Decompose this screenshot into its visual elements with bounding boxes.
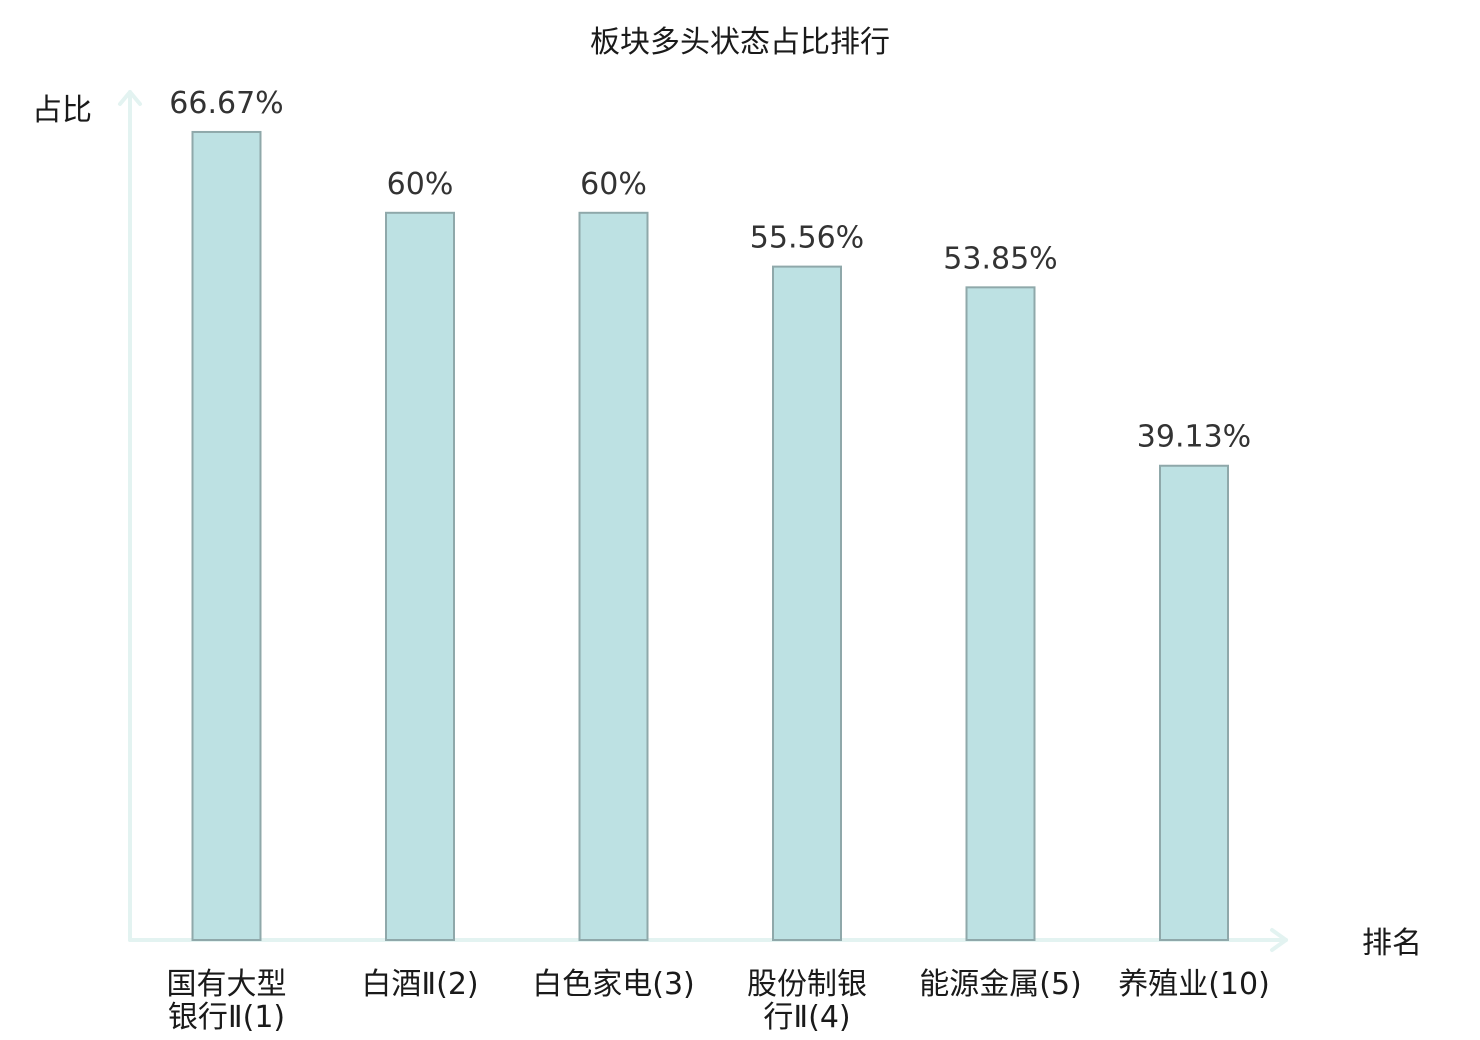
x-tick-label: 白色家电(3) [532, 967, 695, 1002]
bar [578, 211, 649, 942]
data-label: 60% [580, 167, 647, 202]
bar [191, 130, 262, 941]
bar-series [191, 130, 1229, 942]
x-axis-label: 排名 [1362, 926, 1422, 961]
data-label: 66.67% [169, 86, 283, 121]
bar [385, 211, 455, 942]
chart-title: 板块多头状态占比排行 [590, 25, 890, 60]
data-label: 55.56% [750, 221, 864, 256]
data-label: 39.13% [1137, 420, 1251, 455]
y-axis-arrow-icon [118, 90, 142, 106]
x-tick-label: 能源金属(5) [919, 967, 1082, 1002]
bar [772, 265, 842, 941]
y-axis-label: 占比 [32, 93, 92, 128]
data-labels: 66.67% 60% 60% 55.56% 53.85% 39.13% [169, 86, 1251, 455]
x-tick-label: 白酒Ⅱ(2) [361, 967, 478, 1002]
data-label: 60% [387, 167, 454, 202]
x-tick-label: 国有大型银行Ⅱ(1) [167, 967, 287, 1035]
bar [1159, 464, 1229, 941]
data-label: 53.85% [943, 241, 1057, 276]
x-tick-label: 股份制银行Ⅱ(4) [747, 967, 867, 1035]
x-axis-arrow-icon [1270, 928, 1288, 952]
x-tick-labels: 国有大型银行Ⅱ(1) 白酒Ⅱ(2) 白色家电(3) 股份制银行Ⅱ(4) 能源金属(5) 养… [167, 967, 1270, 1035]
bar [965, 286, 1036, 941]
x-tick-label: 养殖业(10) [1118, 967, 1270, 1002]
